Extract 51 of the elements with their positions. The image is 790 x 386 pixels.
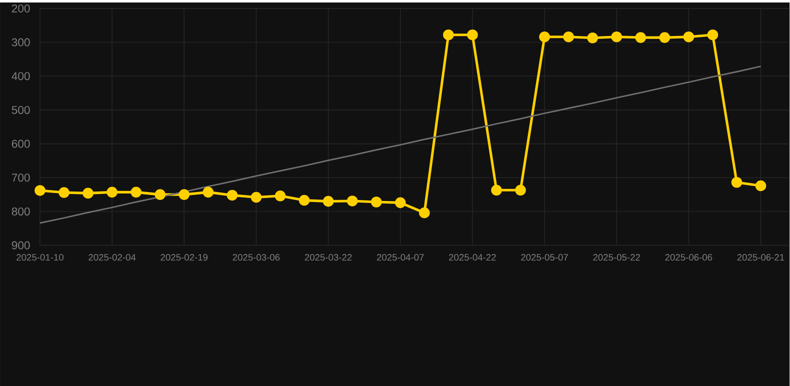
point xyxy=(443,29,454,40)
point xyxy=(587,32,598,44)
x-tick-label: 2025-02-04 xyxy=(88,254,136,261)
point xyxy=(491,184,502,196)
point xyxy=(130,186,142,198)
y-tick-label: 500 xyxy=(12,106,30,114)
point xyxy=(563,31,574,42)
point xyxy=(226,190,238,201)
point xyxy=(250,192,262,203)
point xyxy=(58,187,70,198)
point xyxy=(707,29,718,40)
point xyxy=(202,186,214,198)
point xyxy=(274,190,286,202)
point xyxy=(346,195,358,206)
point xyxy=(731,176,742,188)
x-tick-label: 2025-05-07 xyxy=(521,254,568,261)
x-tick-label: 2025-04-07 xyxy=(376,254,424,261)
x-tick-label: 2025-04-22 xyxy=(449,254,496,261)
point xyxy=(659,32,670,43)
point xyxy=(539,31,550,42)
point xyxy=(322,196,334,207)
point xyxy=(515,184,526,196)
point xyxy=(635,32,646,43)
point xyxy=(394,197,406,208)
x-tick-label: 2025-01-10 xyxy=(16,254,64,261)
point xyxy=(106,186,118,198)
point xyxy=(683,31,694,42)
point xyxy=(298,194,310,206)
x-tick-label: 2025-03-06 xyxy=(232,254,280,261)
y-tick-label: 400 xyxy=(12,72,30,80)
x-tick-label: 2025-02-19 xyxy=(160,254,208,261)
point xyxy=(82,188,94,198)
point xyxy=(419,207,430,218)
point xyxy=(755,180,766,192)
line-series xyxy=(39,65,762,224)
x-tick-label: 2025-05-22 xyxy=(593,254,640,261)
y-tick-label: 900 xyxy=(12,241,30,250)
point xyxy=(370,196,382,208)
y-tick-label: 300 xyxy=(12,38,30,46)
x-tick-label: 2025-03-22 xyxy=(304,254,352,261)
y-tick-label: 700 xyxy=(12,174,30,182)
y-tick-label: 600 xyxy=(12,140,30,148)
point xyxy=(34,184,46,196)
y-tick-label: 200 xyxy=(12,4,30,12)
point xyxy=(467,29,478,40)
point xyxy=(611,31,622,42)
point xyxy=(178,189,190,200)
y-tick-label: 800 xyxy=(12,207,30,216)
x-tick-label: 2025-06-06 xyxy=(665,254,712,261)
point xyxy=(154,189,166,200)
x-tick-label: 2025-06-21 xyxy=(737,254,784,261)
